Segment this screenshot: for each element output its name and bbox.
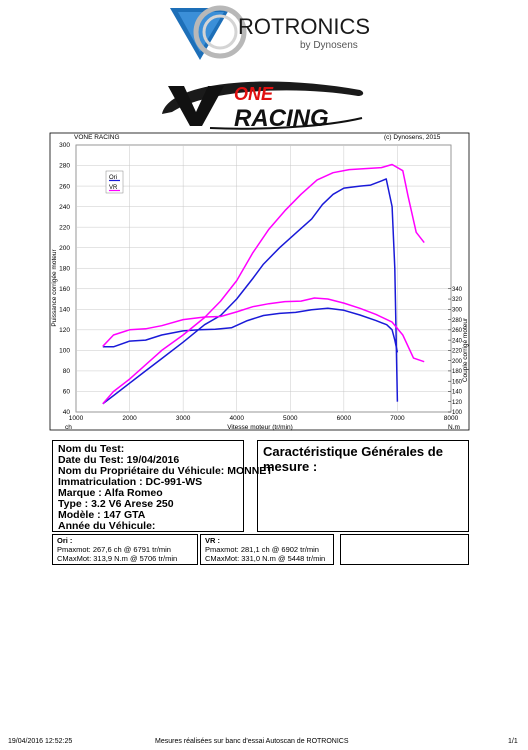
y-left-tick-label: 140 xyxy=(59,307,70,314)
y-left-tick-label: 160 xyxy=(59,286,70,293)
x-tick-label: 8000 xyxy=(444,415,459,422)
test-info-value: 147 GTA xyxy=(103,509,146,521)
test-info-label: Modèle : xyxy=(58,509,101,521)
legend-box xyxy=(105,170,124,194)
y-right-tick-label: 140 xyxy=(452,390,463,396)
ori-pmax: Pmaxmot: 267,6 ch @ 6791 tr/min xyxy=(57,545,171,554)
test-info-label: Marque : xyxy=(58,487,102,499)
test-info-line: Modèle : 147 GTA xyxy=(58,510,238,521)
ori-results-box: Ori : Pmaxmot: 267,6 ch @ 6791 tr/min CM… xyxy=(52,534,198,565)
series-ori-torque-line xyxy=(102,307,399,353)
rotronics-logo: ROTRONICS by Dynosens xyxy=(170,5,370,60)
y-right-tick-label: 180 xyxy=(452,369,463,375)
y-right-tick-label: 260 xyxy=(452,328,463,334)
y-right-tick-label: 220 xyxy=(452,349,463,355)
measure-characteristics-title: Caractéristique Générales de mesure : xyxy=(263,444,443,474)
y-left-tick-label: 300 xyxy=(59,142,70,149)
y-left-tick-label: 100 xyxy=(59,348,70,355)
measure-characteristics-box: Caractéristique Générales de mesure : xyxy=(257,440,469,532)
y-left-tick-label: 280 xyxy=(59,163,70,170)
x-tick-label: 5000 xyxy=(283,415,298,422)
test-info-value: 19/04/2016 xyxy=(126,454,180,466)
footer-datetime: 19/04/2016 12:52:25 xyxy=(8,738,73,745)
dyno-chart: VONE RACING (c) Dynosens, 2015 1000 2000 3… xyxy=(49,132,470,431)
vr-results-title: VR : xyxy=(205,536,220,545)
y-left-label: Puissance corrigée moteur xyxy=(51,249,58,327)
y-left-unit: ch xyxy=(65,424,72,431)
ori-cmax: CMaxMot: 313,9 N.m @ 5706 tr/min xyxy=(57,554,178,563)
series-ori-power-line xyxy=(102,178,399,405)
x-tick-label: 7000 xyxy=(390,415,405,422)
y-left-tick-label: 180 xyxy=(59,265,70,272)
y-left-tick-label: 240 xyxy=(59,204,70,211)
y-right-tick-label: 100 xyxy=(452,410,463,416)
y-left-tick-label: 260 xyxy=(59,183,70,190)
y-right-tick-label: 340 xyxy=(452,287,463,293)
vone-one-text: ONE xyxy=(234,84,274,104)
y-right-tick-label: 300 xyxy=(452,308,463,314)
test-info-label: Type : xyxy=(58,498,89,510)
y-right-tick-label: 160 xyxy=(452,379,463,385)
vr-cmax: CMaxMot: 331,0 N.m @ 5448 tr/min xyxy=(205,554,326,563)
series-vr-power-line xyxy=(102,163,425,405)
test-info-label: Année du Véhicule: xyxy=(58,520,156,532)
chart-header-right: (c) Dynosens, 2015 xyxy=(384,134,441,141)
y-left-tick-label: 40 xyxy=(63,409,71,416)
legend-entry-vr: VR xyxy=(109,185,118,191)
y-right-tick-label: 200 xyxy=(452,359,463,365)
test-info-value: 3.2 V6 Arese 250 xyxy=(91,498,174,510)
x-tick-label: 2000 xyxy=(122,415,137,422)
test-info-value: MONNET xyxy=(227,465,273,477)
legend-entry-ori: Ori xyxy=(109,175,117,181)
test-info-line: Immatriculation : DC-991-WS xyxy=(58,477,238,488)
test-info-line: Date du Test: 19/04/2016 xyxy=(58,455,238,466)
y-right-tick-label: 320 xyxy=(452,297,463,303)
chart-header-left: VONE RACING xyxy=(74,134,120,141)
x-tick-label: 1000 xyxy=(69,415,84,422)
ori-results-title: Ori : xyxy=(57,536,73,545)
test-info-line: Type : 3.2 V6 Arese 250 xyxy=(58,499,238,510)
y-right-tick-label: 120 xyxy=(452,400,463,406)
test-info-value: DC-991-WS xyxy=(145,476,203,488)
test-info-line: Nom du Propriétaire du Véhicule: MONNET xyxy=(58,465,273,477)
y-right-tick-label: 280 xyxy=(452,318,463,324)
footer-message: Mesures réalisées sur banc d'essai Autos… xyxy=(155,738,349,745)
footer-page-number: 1/1 xyxy=(508,738,518,745)
y-left-tick-label: 60 xyxy=(63,389,71,396)
rotronics-sub-text: by Dynosens xyxy=(300,40,358,51)
x-tick-label: 3000 xyxy=(176,415,191,422)
chart-frame xyxy=(49,132,470,431)
test-info-value: Alfa Romeo xyxy=(104,487,163,499)
vone-v-mark xyxy=(168,86,224,126)
vr-pmax: Pmaxmot: 281,1 ch @ 6902 tr/min xyxy=(205,545,319,554)
test-info-line: Année du Véhicule: xyxy=(58,521,238,532)
rotronics-brand-text: ROTRONICS xyxy=(238,14,370,39)
x-tick-label: 4000 xyxy=(229,415,244,422)
y-right-tick-label: 240 xyxy=(452,338,463,344)
empty-results-box xyxy=(340,534,469,565)
series-vr-torque-line xyxy=(102,297,425,363)
vone-racing-logo: ONE RACING xyxy=(162,81,364,132)
test-info-line: Nom du Test: xyxy=(58,444,238,455)
test-info-label: Nom du Test: xyxy=(58,443,125,455)
x-axis-label: Vitesse moteur (tr/min) xyxy=(227,424,293,431)
test-info-label: Nom du Propriétaire du Véhicule: xyxy=(58,465,225,477)
x-tick-label: 6000 xyxy=(337,415,352,422)
test-info-label: Date du Test: xyxy=(58,454,124,466)
test-info-box: Nom du Test: Date du Test: 19/04/2016 Nom… xyxy=(52,440,273,532)
x-axis-unit: N.m xyxy=(448,424,460,431)
y-left-tick-label: 200 xyxy=(59,245,70,252)
y-left-tick-label: 80 xyxy=(63,368,71,375)
y-left-tick-label: 220 xyxy=(59,224,70,231)
y-right-label: Couple corrigé moteur xyxy=(462,317,469,382)
y-left-tick-label: 120 xyxy=(59,327,70,334)
vr-results-box: VR : Pmaxmot: 281,1 ch @ 6902 tr/min CMa… xyxy=(200,534,334,565)
test-info-label: Immatriculation : xyxy=(58,476,143,488)
test-info-line: Marque : Alfa Romeo xyxy=(58,488,238,499)
